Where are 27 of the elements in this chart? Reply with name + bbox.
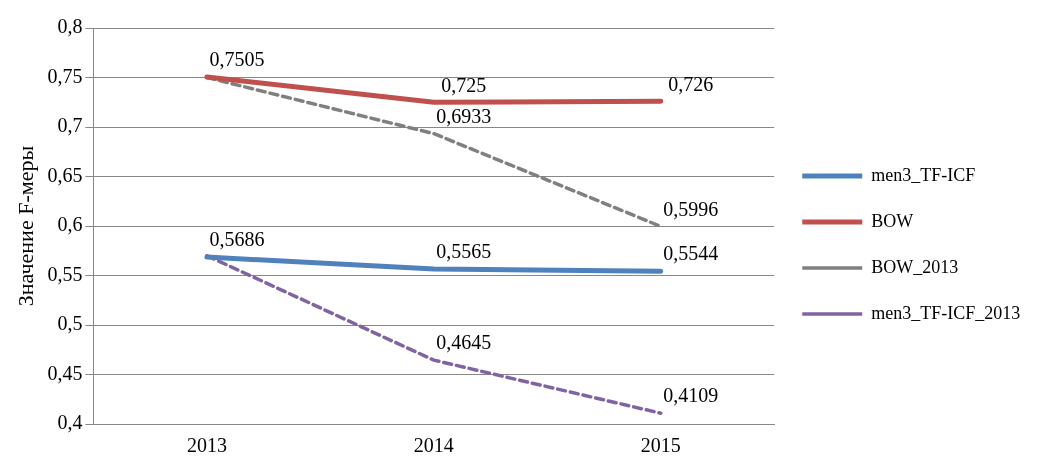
data-label: 0,5565 xyxy=(436,240,492,263)
legend-label: BOW xyxy=(871,210,914,231)
data-label: 0,4109 xyxy=(663,384,719,407)
y-tick-label: 0,75 xyxy=(47,64,83,87)
y-tick-label: 0,8 xyxy=(57,15,83,38)
legend-label: BOW_2013 xyxy=(871,256,959,277)
data-label: 0,7505 xyxy=(209,48,265,71)
data-label: 0,5686 xyxy=(209,228,265,251)
y-axis-title: Значение F-меры xyxy=(12,145,38,307)
legend-label: men3_TF-ICF xyxy=(871,164,976,185)
y-tick-label: 0,5 xyxy=(57,312,83,335)
x-tick-label: 2015 xyxy=(640,434,681,457)
y-tick-label: 0,65 xyxy=(47,163,83,186)
y-tick-label: 0,45 xyxy=(47,361,83,384)
y-tick-label: 0,55 xyxy=(47,262,83,285)
data-label: 0,726 xyxy=(668,72,714,95)
y-tick-label: 0,6 xyxy=(57,213,83,236)
data-label: 0,5544 xyxy=(663,242,719,265)
y-tick-label: 0,7 xyxy=(57,114,83,137)
legend-label: men3_TF-ICF_2013 xyxy=(871,302,1021,323)
data-label: 0,4645 xyxy=(436,331,492,354)
data-label: 0,6933 xyxy=(436,104,492,127)
data-label: 0,5996 xyxy=(663,197,719,220)
x-tick-label: 2013 xyxy=(186,434,227,457)
data-label: 0,725 xyxy=(441,73,487,96)
x-tick-label: 2014 xyxy=(413,434,454,457)
y-tick-label: 0,4 xyxy=(57,411,83,434)
